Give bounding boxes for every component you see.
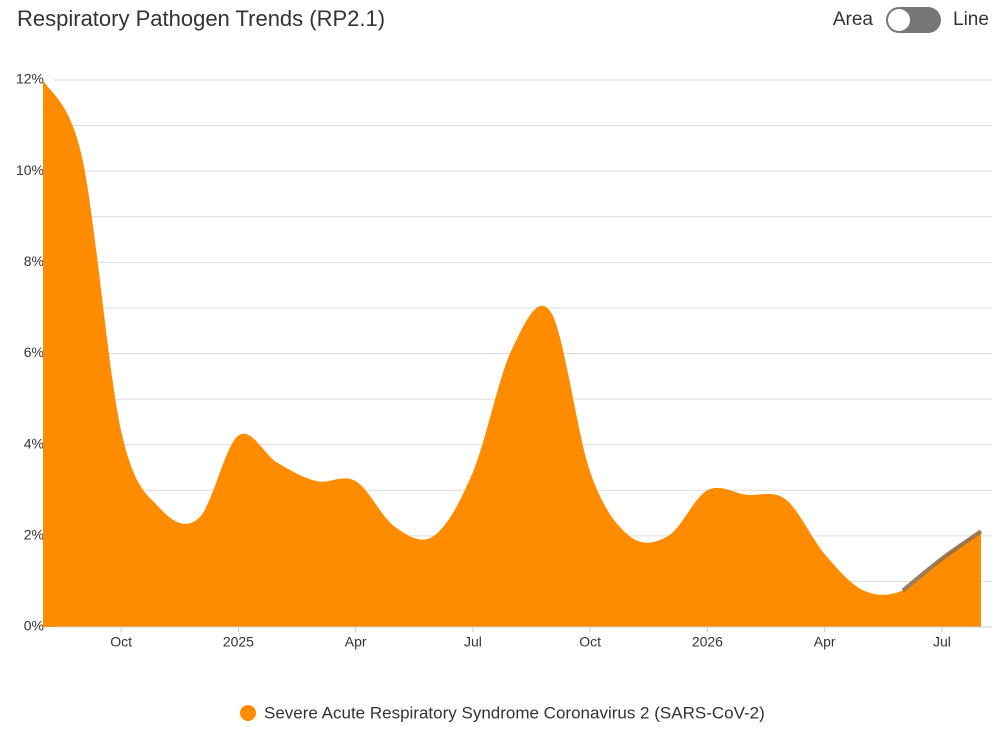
x-tick-label: 2025 <box>223 634 254 650</box>
x-tick-label: Oct <box>110 634 132 650</box>
y-tick-label: 6% <box>24 344 44 360</box>
legend-label: Severe Acute Respiratory Syndrome Corona… <box>264 703 765 722</box>
legend-swatch <box>240 705 256 721</box>
chart-title: Respiratory Pathogen Trends (RP2.1) <box>17 6 385 31</box>
x-tick-label: Jul <box>464 634 482 650</box>
projection-line <box>901 529 983 593</box>
y-tick-label: 8% <box>24 253 44 269</box>
y-tick-label: 10% <box>16 162 44 178</box>
x-tick-label: Jul <box>933 634 951 650</box>
toggle-right-label: Line <box>953 9 989 30</box>
y-tick-label: 4% <box>24 435 44 451</box>
y-tick-label: 2% <box>24 527 44 543</box>
y-tick-label: 12% <box>16 71 44 87</box>
toggle-knob[interactable] <box>888 9 910 31</box>
x-tick-label: 2026 <box>692 634 723 650</box>
x-tick-label: Apr <box>814 634 836 650</box>
toggle-left-label: Area <box>833 9 874 30</box>
area <box>43 80 981 627</box>
x-tick-label: Oct <box>579 634 601 650</box>
toggle-switch[interactable] <box>886 7 941 33</box>
y-tick-label: 0% <box>24 618 44 634</box>
x-tick-label: Apr <box>345 634 367 650</box>
